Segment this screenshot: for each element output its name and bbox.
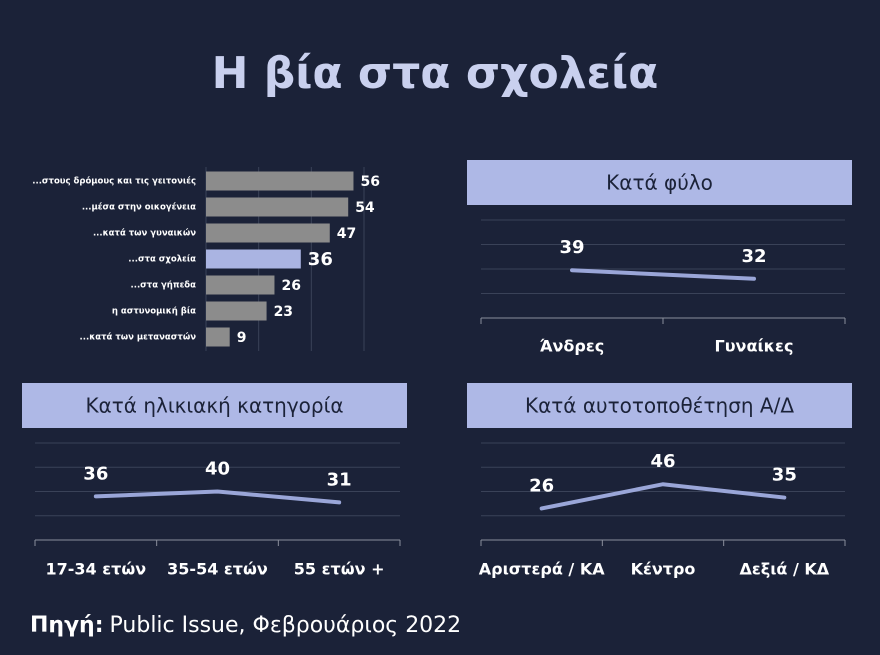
bar-label: ...μέσα στην οικογένεια xyxy=(82,202,196,213)
source-text: Public Issue, Φεβρουάριος 2022 xyxy=(110,613,462,638)
bar-label: ...κατά των μεταναστών xyxy=(80,332,197,343)
x-tick-label: Κέντρο xyxy=(631,560,696,579)
bar xyxy=(206,275,275,295)
value-label: 35 xyxy=(772,465,797,486)
x-tick-label: Δεξιά / ΚΔ xyxy=(739,560,829,579)
line xyxy=(93,489,342,505)
x-tick-label: 35-54 ετών xyxy=(167,560,268,579)
value-label: 23 xyxy=(274,304,293,320)
x-tick-label: Άνδρες xyxy=(540,337,605,356)
source-label: Πηγή: xyxy=(30,613,104,638)
bar-label: ...στα γήπεδα xyxy=(130,281,196,291)
value-label: 36 xyxy=(83,463,108,484)
x-tick-label: 55 ετών + xyxy=(294,560,385,579)
bar xyxy=(206,223,330,243)
value-label: 26 xyxy=(529,475,554,496)
value-label: 39 xyxy=(559,237,584,258)
value-label: 46 xyxy=(650,451,675,472)
panel-title: Κατά αυτοτοποθέτηση Α/Δ xyxy=(525,394,794,418)
bar-label: ...στους δρόμους και τις γειτονιές xyxy=(32,176,196,187)
x-tick-label: Γυναίκες xyxy=(715,337,794,356)
value-label: 26 xyxy=(281,278,300,294)
bar xyxy=(206,301,267,321)
line xyxy=(539,482,787,511)
x-tick-label: 17-34 ετών xyxy=(45,560,146,579)
value-label: 47 xyxy=(337,226,356,242)
value-label: 31 xyxy=(327,469,352,490)
value-label: 54 xyxy=(355,200,375,216)
x-tick-label: Αριστερά / ΚΑ xyxy=(479,560,605,579)
value-label: 56 xyxy=(360,174,379,190)
value-label: 40 xyxy=(205,459,230,480)
value-label: 9 xyxy=(237,330,247,346)
slide-title: Η βία στα σχολεία xyxy=(212,48,659,99)
panel-header xyxy=(467,160,852,205)
bar xyxy=(206,249,301,269)
bar-label: η αστυνομική βία xyxy=(112,306,196,317)
bar-label: ...κατά των γυναικών xyxy=(93,228,196,239)
bar xyxy=(206,197,349,217)
panel-title: Κατά ηλικιακή κατηγορία xyxy=(85,394,343,418)
line xyxy=(570,268,756,281)
source: Πηγή: Public Issue, Φεβρουάριος 2022 xyxy=(30,613,461,638)
panel-header xyxy=(467,383,852,428)
value-label: 36 xyxy=(308,249,333,270)
bar xyxy=(206,327,230,347)
value-label: 32 xyxy=(741,246,766,267)
panel-header xyxy=(22,383,407,428)
panel-title: Κατά φύλο xyxy=(606,171,713,195)
bar xyxy=(206,171,354,191)
bar-label: ...στα σχολεία xyxy=(128,254,196,265)
